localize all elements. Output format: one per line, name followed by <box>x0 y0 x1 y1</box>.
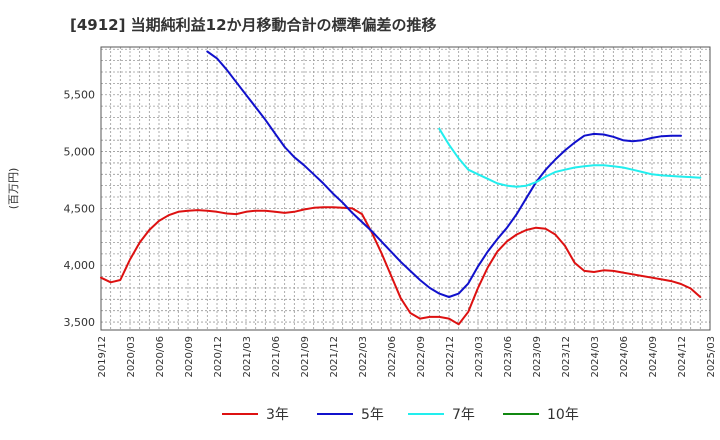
x-tick-label: 2020/06 <box>155 336 166 378</box>
x-tick-label: 2020/12 <box>213 336 224 378</box>
legend-label: 5年 <box>361 407 384 423</box>
x-tick-label: 2022/09 <box>416 336 427 378</box>
x-tick-label: 2020/09 <box>184 336 195 378</box>
x-axis-ticks: 2019/12 2020/03 2020/06 2020/09 2020/12 2021/… <box>97 336 717 378</box>
x-tick-label: 2022/03 <box>358 336 369 378</box>
x-tick-label: 2021/06 <box>271 336 282 378</box>
legend: 3年 5年 7年 10年 <box>222 407 579 423</box>
y-axis-ticks: 3,500 4,000 4,500 5,000 5,500 <box>64 89 96 329</box>
y-tick-label: 5,000 <box>64 146 96 159</box>
x-tick-label: 2019/12 <box>97 336 108 378</box>
plot-frame <box>100 46 711 331</box>
series-line <box>100 206 702 326</box>
grid <box>100 47 711 330</box>
legend-label: 10年 <box>547 407 579 423</box>
x-tick-label: 2023/06 <box>503 336 514 378</box>
y-tick-label: 3,500 <box>64 316 96 329</box>
x-tick-label: 2023/12 <box>561 336 572 378</box>
x-tick-label: 2025/03 <box>706 336 717 378</box>
x-tick-label: 2022/06 <box>387 336 398 378</box>
x-tick-label: 2020/03 <box>126 336 137 378</box>
series-line <box>206 50 682 298</box>
series-line <box>438 127 702 188</box>
y-tick-label: 4,000 <box>64 259 96 272</box>
x-tick-label: 2021/03 <box>242 336 253 378</box>
y-tick-label: 5,500 <box>64 89 96 102</box>
x-tick-label: 2024/06 <box>619 336 630 378</box>
x-tick-label: 2024/12 <box>677 336 688 378</box>
series-lines <box>100 50 702 326</box>
legend-label: 7年 <box>452 407 475 423</box>
x-tick-label: 2024/09 <box>648 336 659 378</box>
legend-label: 3年 <box>266 407 289 423</box>
chart-title: [4912] 当期純利益12か月移動合計の標準偏差の推移 <box>70 16 437 34</box>
x-tick-label: 2024/03 <box>590 336 601 378</box>
x-tick-label: 2023/03 <box>474 336 485 378</box>
x-tick-label: 2023/09 <box>532 336 543 378</box>
x-tick-label: 2021/09 <box>300 336 311 378</box>
x-tick-label: 2021/12 <box>329 336 340 378</box>
x-tick-label: 2022/12 <box>445 336 456 378</box>
y-tick-label: 4,500 <box>64 202 96 215</box>
y-axis-label: (百万円) <box>7 168 20 210</box>
